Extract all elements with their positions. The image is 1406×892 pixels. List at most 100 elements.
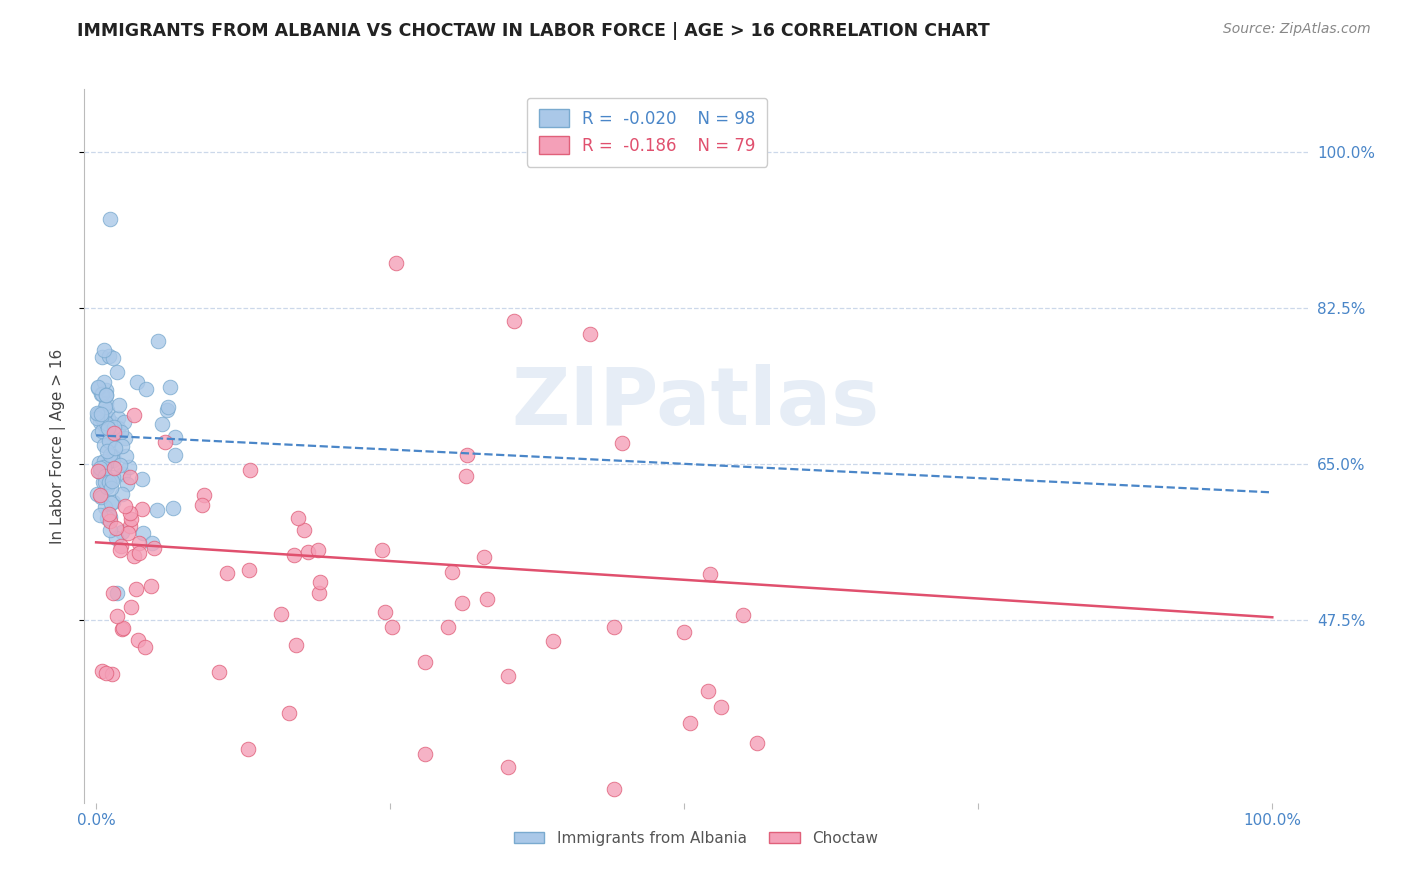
Point bbox=[100, 481, 122, 495]
Point bbox=[122, 549, 145, 563]
Point bbox=[91, 475, 114, 489]
Point bbox=[94, 420, 117, 434]
Point bbox=[696, 684, 718, 698]
Text: ZIPatlas: ZIPatlas bbox=[512, 364, 880, 442]
Point bbox=[731, 607, 754, 622]
Point bbox=[117, 525, 139, 540]
Point bbox=[87, 428, 110, 442]
Point bbox=[141, 579, 163, 593]
Point bbox=[107, 421, 129, 435]
Point bbox=[108, 398, 131, 412]
Point bbox=[110, 539, 132, 553]
Point bbox=[285, 639, 308, 653]
Point bbox=[111, 439, 134, 453]
Point bbox=[98, 425, 121, 440]
Point bbox=[115, 449, 138, 463]
Point bbox=[94, 388, 117, 402]
Point bbox=[98, 510, 121, 524]
Point bbox=[103, 425, 125, 440]
Point bbox=[86, 487, 108, 501]
Point bbox=[98, 514, 121, 528]
Point bbox=[277, 706, 299, 720]
Point bbox=[94, 500, 117, 515]
Point bbox=[101, 475, 124, 489]
Point bbox=[146, 502, 169, 516]
Point bbox=[374, 605, 396, 619]
Point bbox=[87, 407, 110, 421]
Point bbox=[111, 524, 134, 539]
Point bbox=[101, 452, 124, 467]
Y-axis label: In Labor Force | Age > 16: In Labor Force | Age > 16 bbox=[51, 349, 66, 543]
Point bbox=[105, 521, 128, 535]
Point bbox=[91, 386, 114, 401]
Point bbox=[104, 531, 127, 545]
Point bbox=[90, 490, 112, 504]
Point bbox=[132, 526, 155, 541]
Point bbox=[297, 545, 319, 559]
Point bbox=[87, 464, 110, 478]
Point bbox=[679, 715, 702, 730]
Point bbox=[94, 475, 117, 489]
Point bbox=[120, 519, 142, 533]
Point bbox=[120, 512, 142, 526]
Point bbox=[673, 624, 696, 639]
Point bbox=[107, 410, 129, 425]
Point bbox=[292, 524, 315, 538]
Point bbox=[131, 472, 153, 486]
Point bbox=[93, 376, 115, 390]
Point bbox=[87, 381, 110, 395]
Point bbox=[97, 410, 120, 425]
Point bbox=[101, 351, 124, 365]
Point bbox=[127, 376, 149, 390]
Point bbox=[98, 349, 121, 363]
Point bbox=[125, 582, 148, 596]
Point bbox=[97, 421, 120, 435]
Point bbox=[541, 634, 564, 648]
Point bbox=[128, 535, 150, 549]
Point bbox=[159, 380, 181, 394]
Point bbox=[90, 425, 112, 439]
Point bbox=[91, 664, 114, 678]
Point bbox=[287, 510, 309, 524]
Point bbox=[128, 546, 150, 560]
Point bbox=[238, 563, 260, 577]
Legend: Immigrants from Albania, Choctaw: Immigrants from Albania, Choctaw bbox=[508, 825, 884, 852]
Point bbox=[450, 596, 472, 610]
Point bbox=[308, 586, 330, 600]
Point bbox=[193, 488, 215, 502]
Point bbox=[283, 549, 305, 563]
Point bbox=[131, 502, 153, 516]
Point bbox=[101, 495, 124, 509]
Point bbox=[94, 401, 117, 415]
Point bbox=[94, 387, 117, 401]
Point bbox=[90, 387, 112, 401]
Point bbox=[97, 475, 120, 489]
Point bbox=[156, 403, 179, 417]
Point bbox=[96, 444, 118, 458]
Point bbox=[100, 448, 122, 462]
Point bbox=[97, 477, 120, 491]
Point bbox=[96, 457, 118, 471]
Point bbox=[745, 736, 768, 750]
Point bbox=[86, 411, 108, 425]
Point bbox=[89, 508, 111, 522]
Point bbox=[385, 256, 408, 270]
Point bbox=[111, 622, 134, 636]
Point bbox=[165, 449, 187, 463]
Point bbox=[105, 609, 128, 624]
Point bbox=[86, 406, 108, 420]
Point bbox=[496, 760, 519, 774]
Point bbox=[602, 620, 624, 634]
Point bbox=[96, 403, 118, 417]
Point bbox=[93, 343, 115, 358]
Point bbox=[101, 667, 124, 681]
Point bbox=[98, 523, 121, 537]
Point bbox=[456, 448, 478, 462]
Point bbox=[307, 543, 329, 558]
Point bbox=[103, 461, 125, 475]
Point bbox=[270, 607, 292, 621]
Point bbox=[90, 410, 112, 425]
Point bbox=[111, 487, 134, 501]
Point bbox=[238, 741, 260, 756]
Text: Source: ZipAtlas.com: Source: ZipAtlas.com bbox=[1223, 22, 1371, 37]
